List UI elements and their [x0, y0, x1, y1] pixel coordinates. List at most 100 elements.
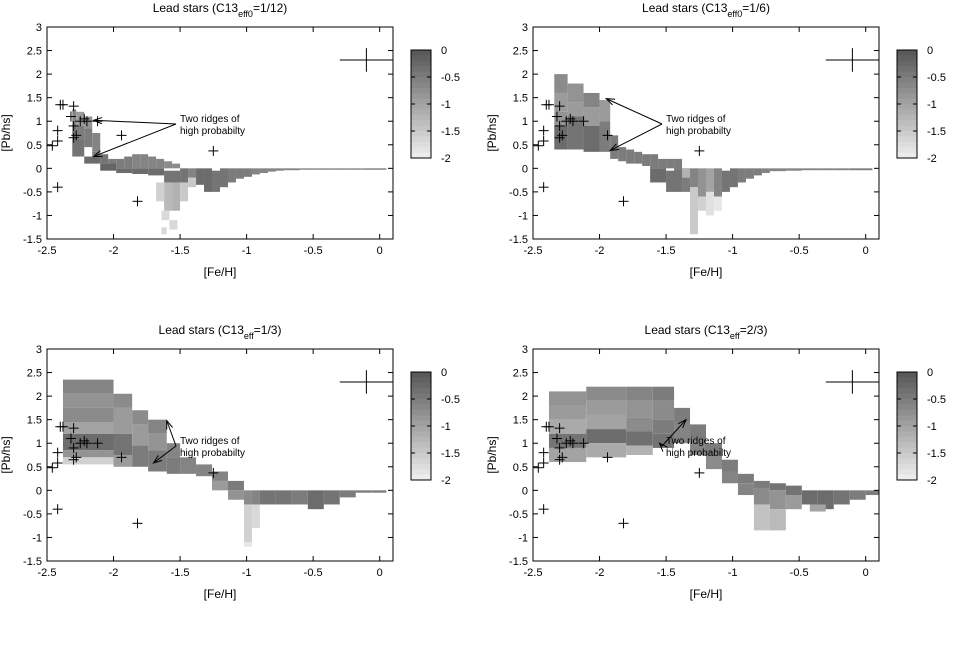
heatmap-cell	[161, 227, 167, 235]
heatmap-cell	[347, 168, 364, 170]
data-point	[602, 452, 613, 463]
heatmap-cell	[567, 83, 584, 103]
colorbar-tick-label: -2	[927, 153, 937, 165]
colorbar-tick-label: -0.5	[441, 72, 460, 84]
heatmap-cell	[196, 464, 213, 477]
heatmap-cell	[227, 480, 244, 491]
colorbar-band	[411, 426, 431, 432]
colorbar-band	[897, 114, 917, 121]
data-point	[557, 452, 568, 463]
y-tick-label: 0	[522, 163, 528, 175]
colorbar-band	[411, 469, 431, 476]
colorbar-tick-label: -0.5	[441, 394, 460, 406]
colorbar-band	[411, 50, 431, 56]
plot-frame	[532, 348, 880, 562]
y-tick-label: -0.5	[509, 187, 528, 199]
heatmap-cell	[769, 490, 786, 510]
heatmap-cell	[586, 414, 627, 430]
heatmap-cell	[650, 168, 667, 183]
y-tick-label: 1	[36, 116, 42, 128]
heatmap-cell	[355, 490, 372, 493]
data-point	[52, 182, 63, 193]
colorbar-band	[411, 93, 431, 100]
data-point	[208, 467, 219, 478]
heatmap-cell	[156, 182, 165, 202]
x-tick-label: 0	[863, 245, 869, 257]
heatmap-cell	[706, 455, 722, 470]
data-point	[551, 433, 562, 444]
y-tick-label: 1.5	[513, 415, 528, 427]
heatmap-cell	[666, 158, 675, 169]
x-tick-label: -2	[595, 245, 605, 257]
x-tick-label: -2.5	[38, 567, 57, 579]
data-point	[68, 101, 79, 112]
y-tick-label: 0	[522, 485, 528, 497]
heatmap-cell	[865, 490, 879, 496]
chart-panel-4: Lead stars (C13eff=2/3) -2.5 -2 -1.5 -1 -0.5 0…	[486, 323, 946, 601]
heatmap-cell	[682, 168, 691, 178]
heatmap-cell	[769, 483, 786, 491]
heatmap-cell	[761, 168, 770, 174]
data-point	[538, 504, 549, 515]
heatmap-cell	[212, 471, 228, 481]
heatmap-cell	[148, 450, 167, 472]
colorbar-band	[897, 71, 917, 78]
colorbar-band	[897, 436, 917, 443]
data-point	[52, 458, 63, 469]
data-point	[602, 130, 613, 141]
colorbar-band	[411, 404, 431, 411]
chart-title: Lead stars (C13eff=2/3)	[645, 323, 768, 341]
colorbar-band	[897, 458, 917, 465]
colorbar-tick-label: -1.5	[927, 448, 946, 460]
heatmap-cell	[251, 504, 260, 529]
colorbar-band	[411, 104, 431, 110]
x-tick-label: -1	[728, 245, 738, 257]
colorbar-tick-label: -1	[927, 421, 937, 433]
heatmap-cell	[148, 168, 165, 176]
heatmap-cell	[626, 400, 653, 418]
y-tick-label: 2	[522, 391, 528, 403]
heatmap-cell	[62, 407, 114, 423]
colorbar-band	[897, 474, 917, 481]
y-tick-label: -1	[32, 210, 42, 222]
heatmap-cell	[554, 111, 568, 126]
heatmap-cell	[323, 490, 340, 505]
x-tick-label: -2.5	[524, 245, 543, 257]
data-point	[208, 145, 219, 156]
heatmap-cell	[180, 168, 189, 183]
arrow-head	[604, 98, 616, 106]
data-point	[47, 462, 58, 473]
heatmap-cell	[567, 102, 584, 117]
data-point	[47, 140, 58, 151]
data-point	[578, 116, 589, 127]
y-tick-label: 3	[36, 22, 42, 34]
colorbar-tick-label: -0.5	[927, 394, 946, 406]
colorbar-band	[411, 372, 431, 378]
annotation-arrow	[92, 123, 177, 158]
colorbar-band	[897, 55, 917, 62]
colorbar-band	[897, 409, 917, 416]
data-point	[694, 467, 705, 478]
heatmap-cell	[363, 168, 387, 170]
x-tick-label: -1	[728, 567, 738, 579]
data-point	[116, 130, 127, 141]
x-tick-label: -2	[109, 245, 119, 257]
heatmap-cell	[634, 151, 643, 164]
heatmap-cell	[339, 490, 356, 498]
colorbar-band	[897, 399, 917, 405]
data-point	[538, 136, 549, 147]
y-tick-label: 2.5	[27, 368, 42, 380]
data-point	[52, 125, 63, 136]
annotation-arrow	[152, 445, 177, 464]
heatmap-cell	[706, 191, 714, 216]
colorbar-band	[411, 152, 431, 159]
y-tick-label: 0.5	[27, 140, 42, 152]
arrow-head	[92, 117, 103, 125]
heatmap-cell	[251, 490, 260, 505]
annotation-arrow	[92, 117, 177, 125]
heatmap-cell	[212, 480, 228, 491]
heatmap-cell	[626, 445, 653, 455]
annotation-arrow	[604, 98, 663, 125]
data-point	[52, 504, 63, 515]
heatmap-cell	[243, 542, 252, 547]
